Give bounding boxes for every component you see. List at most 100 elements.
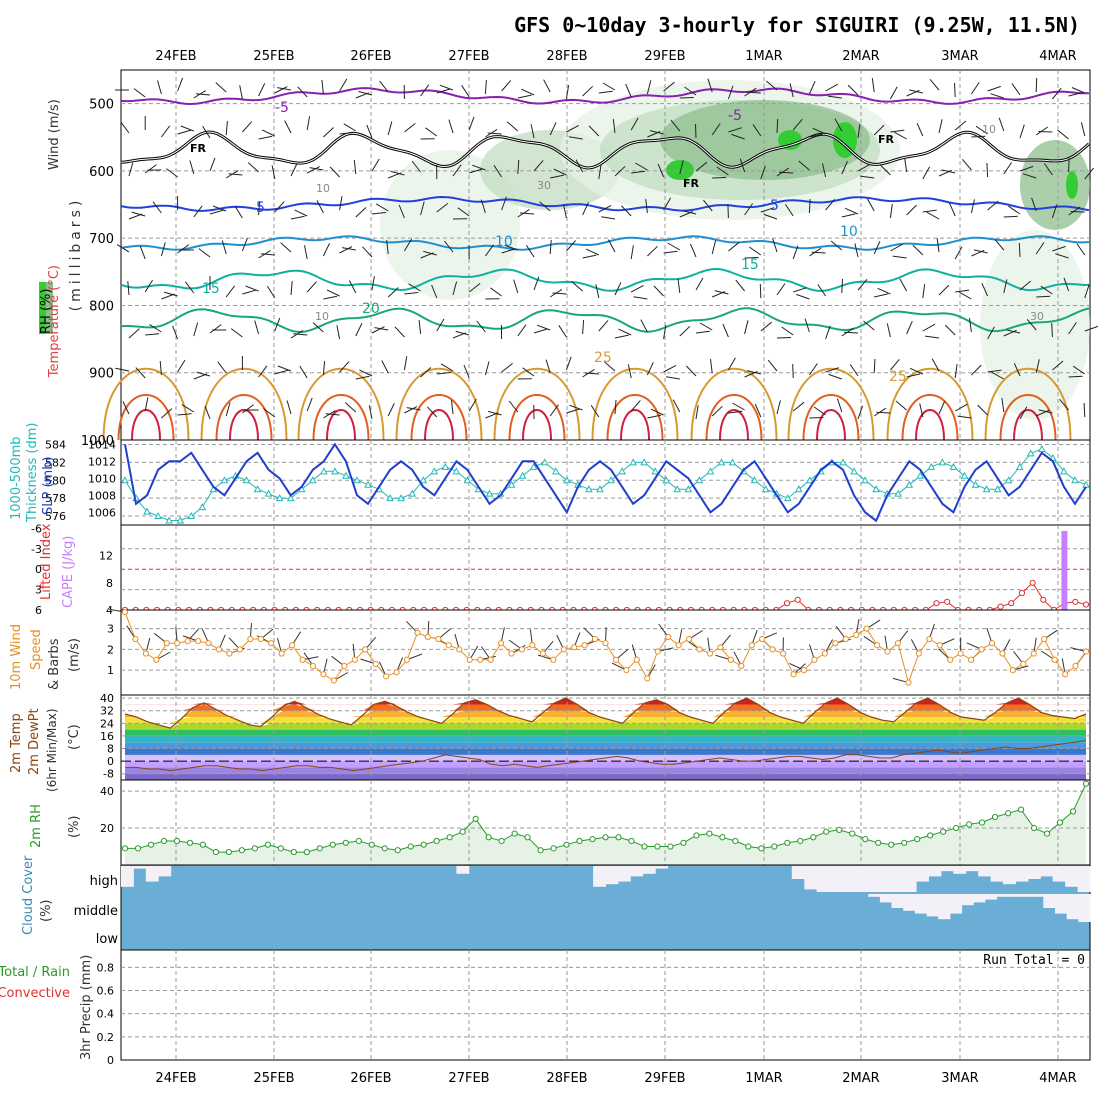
wind-barb [727, 203, 729, 219]
thickness-series-point [905, 480, 914, 488]
cloud-bar-high [593, 866, 606, 887]
thickness-series-point [850, 467, 858, 475]
thickness-series-point [397, 494, 405, 502]
pressure-tick-label: 600 [89, 165, 114, 180]
wind-barb [343, 123, 357, 132]
wind-barb [263, 408, 276, 418]
precip-panel: 0 0.2 0.4 0.6 0.8 Run Total = 0 Total / Rain… [0, 949, 1091, 1067]
wind-barb [954, 120, 967, 131]
rh2m-series-point [745, 843, 752, 850]
rh2m-series-point [134, 845, 142, 852]
li-tick-label: 6 [35, 604, 42, 617]
wind10m-speed-point [915, 650, 922, 657]
wind-barb [128, 162, 134, 177]
wind-barb [971, 135, 986, 138]
lifted-index-cape-grid [121, 525, 1090, 610]
wind-barb [649, 130, 664, 135]
wind-barb [436, 318, 445, 332]
wind-barb [225, 285, 236, 298]
wind-barb [849, 364, 859, 377]
wind10m-speed-point [1082, 648, 1090, 655]
wind-barb [684, 86, 697, 96]
freezing-label: FR [878, 133, 895, 146]
wind-barb [889, 86, 898, 100]
wind10m-speed-point [477, 656, 484, 663]
cloud-bar-high [916, 866, 929, 882]
contour-labels: FR FR FR -5 -5 5 5 10 10 15 15 20 25 25 … [190, 100, 1044, 385]
lifted-index-series-point [1072, 598, 1079, 605]
wind-barb [809, 133, 824, 138]
rh2m-series-point [615, 834, 622, 841]
wind-barb [353, 160, 357, 175]
wind-barb [228, 173, 243, 176]
wind-barb [280, 242, 292, 253]
wind-barb [549, 239, 552, 255]
wind-barb [566, 408, 580, 414]
isotherm-25-label: 25 [889, 369, 907, 385]
wind-barb [665, 376, 680, 380]
wind-barb [1013, 362, 1021, 377]
wind-barb [375, 203, 389, 212]
thickness-series-point [408, 489, 417, 497]
wind10m-speed-point [435, 635, 442, 643]
rh2m-series-point [251, 845, 258, 852]
wind-barb [792, 363, 794, 379]
wind-barb [530, 124, 535, 139]
wind-barb [1068, 322, 1077, 335]
wind10m-speed-point [884, 648, 891, 655]
wind10m-speed-point [571, 644, 578, 651]
wind10m-speed-point [163, 640, 170, 647]
rh-contour-label: 10 [315, 310, 329, 323]
warm-isotherm-25 [984, 367, 1072, 441]
cloud-bar-middle [938, 894, 951, 920]
wind10m-axis-title-2: Speed [29, 629, 44, 670]
wind-barb [987, 369, 1002, 373]
wind-barb [484, 361, 490, 376]
cloud-bar-high [878, 866, 892, 892]
wind-barb [804, 318, 810, 333]
cloud-bar-middle [1008, 894, 1021, 897]
thickness-series-point [684, 485, 693, 493]
wind-barb [931, 358, 940, 372]
wind10m-speed-point [268, 640, 275, 647]
wind-barb [390, 170, 405, 176]
wind-barb [451, 400, 454, 415]
slp-thickness-lines [121, 442, 1090, 524]
wind10m-speed-point [121, 608, 129, 616]
wind-barb [1003, 279, 1008, 294]
thickness-series-point [154, 512, 162, 520]
temperature-band [125, 773, 1086, 780]
wind-barb [1018, 242, 1021, 258]
wind-barb [877, 287, 891, 295]
rh-contour-label: 30 [537, 179, 551, 192]
wind10m-axis-title-3: & Barbs [47, 638, 62, 690]
wind-barb [919, 403, 924, 418]
temperature-tick-label: 40 [100, 692, 114, 705]
rh2m-series-point [875, 839, 882, 846]
warm-isotherm-30 [999, 394, 1057, 441]
rh2m-tick-label: 20 [100, 822, 114, 835]
wind-barb [874, 293, 888, 298]
rh2m-series-point [329, 841, 336, 848]
rh2m-series-point [407, 843, 414, 850]
wind-barb [423, 250, 437, 256]
rh2m-series-point [1069, 808, 1077, 815]
wind-barb [760, 321, 773, 332]
cloud-bar-high [158, 866, 172, 877]
wind-barb [987, 326, 995, 340]
wind-barb [345, 402, 357, 413]
warm-isotherm-30 [508, 394, 566, 441]
wind-barb [177, 359, 186, 373]
cloud-bar-high [617, 866, 631, 882]
wind10m-speed-point [665, 633, 672, 641]
wind10m-speed-point [215, 646, 223, 653]
rh2m-fill [125, 783, 1086, 865]
wind-barb [695, 277, 704, 291]
wind-barb [440, 363, 454, 372]
wind-barb [245, 285, 259, 292]
wind-barb [690, 243, 697, 258]
rh2m-series-point [862, 836, 869, 843]
slp-tick-label: 1014 [88, 438, 116, 451]
